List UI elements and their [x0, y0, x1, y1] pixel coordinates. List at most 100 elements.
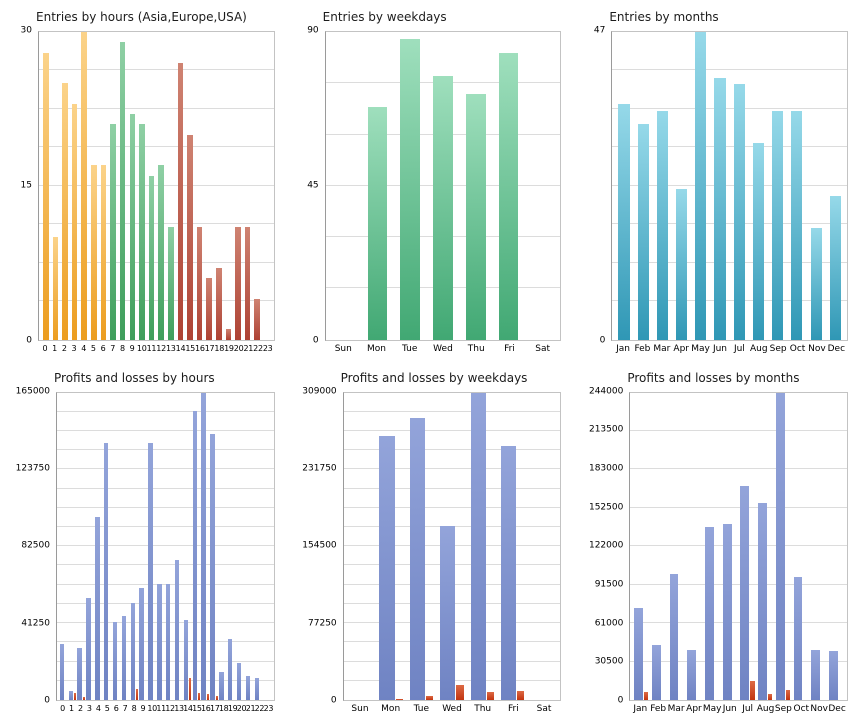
bar-slot [685, 393, 703, 700]
profit-bar [201, 392, 206, 700]
bar-slot [634, 32, 653, 340]
bar-slot [650, 393, 668, 700]
x-axis-label: 11 [156, 704, 166, 713]
bar-slot [214, 32, 224, 340]
x-axis-row: 0 1 2 3 4 5 6 7 8 9 10 11 12 13 14 15 16 17 18 19 20 21 22 23 [4, 701, 275, 717]
profit-bar [758, 503, 768, 700]
profit-bar [95, 517, 100, 700]
bar [466, 93, 486, 340]
x-axis: Jan Feb Mar Apr May Jun Jul Aug Sep Oct Nov Dec [629, 701, 848, 717]
bar-slot [252, 32, 262, 340]
bar-slot [614, 32, 633, 340]
bar-slot [108, 32, 118, 340]
x-axis-label: 17 [209, 704, 220, 713]
x-axis-label: Jun [722, 704, 737, 714]
bar-slot [148, 393, 157, 700]
bar-slot [130, 393, 139, 700]
gridline [343, 506, 561, 508]
y-axis-label: 0 [617, 695, 624, 706]
bar [433, 76, 453, 340]
x-axis: 0 1 2 3 4 5 6 7 8 9 10 11 12 13 14 15 16 17 18 19 20 21 22 23 [38, 341, 275, 357]
chart-body: 0 45 90 [291, 26, 562, 345]
y-axis-label: 30 [20, 25, 32, 36]
gridline [39, 146, 274, 148]
gridline [630, 660, 847, 662]
x-axis: 0 1 2 3 4 5 6 7 8 9 10 11 12 13 14 15 16 17 18 19 20 21 22 23 [56, 701, 275, 717]
y-axis-label: 0 [26, 335, 32, 345]
loss-bar [215, 696, 218, 700]
profit-bar [245, 675, 251, 700]
y-axis-label: 91500 [594, 579, 624, 590]
x-axis-label: Sun [351, 704, 369, 714]
bar-slot [826, 32, 845, 340]
bar [235, 226, 241, 340]
y-axis-label: 45 [307, 180, 319, 191]
bar-slot [41, 32, 51, 340]
bar-slot [437, 393, 467, 700]
x-axis-label: Tue [413, 704, 430, 714]
plot-area [629, 391, 848, 701]
bar-slot [756, 393, 774, 700]
gridline [57, 526, 274, 528]
y-axis: 0 47 [577, 26, 611, 345]
bar-slot [156, 32, 166, 340]
y-axis-label: 0 [44, 695, 50, 706]
profit-bar [183, 619, 189, 700]
bar [676, 189, 688, 340]
profit-bar [470, 392, 486, 700]
loss-bar [750, 681, 755, 700]
bar-slot [112, 393, 121, 700]
x-axis-row: 0 1 2 3 4 5 6 7 8 9 10 11 12 13 14 15 16 17 18 19 20 21 22 23 [4, 341, 275, 357]
chart-title: Profits and losses by hours [54, 370, 215, 385]
y-axis-label: 90 [307, 25, 319, 36]
x-axis-label: Thu [474, 704, 492, 714]
bar-slot [70, 32, 80, 340]
bar-slot [68, 393, 77, 700]
gridline [57, 410, 274, 412]
x-axis-label: Nov [808, 343, 826, 354]
bar [254, 298, 260, 340]
x-axis-label: Mar [653, 343, 671, 354]
x-axis-label: 18 [214, 343, 225, 353]
bar-slot [262, 32, 272, 340]
gridline [612, 184, 847, 186]
x-axis-label: 23 [262, 343, 273, 353]
x-axis-label: 23 [263, 704, 274, 713]
bar [400, 38, 420, 340]
profit-bar [86, 597, 91, 700]
plot-area [38, 31, 275, 341]
x-axis-label: Apr [686, 704, 702, 714]
gridline [57, 660, 274, 662]
x-axis-label: 20 [233, 343, 244, 353]
x-axis-label: 16 [195, 343, 205, 353]
bar-slot [94, 393, 103, 700]
loss-bar [135, 688, 139, 700]
x-axis: Sun Mon Tue Wed Thu Fri Sat [325, 341, 562, 357]
profit-bar [103, 442, 109, 700]
bar-slot [165, 393, 174, 700]
x-axis-label: 17 [204, 343, 215, 353]
x-axis-label: Mon [367, 343, 386, 354]
x-axis-label: 12 [156, 343, 166, 353]
bar-slot [59, 393, 68, 700]
bar [81, 32, 88, 340]
x-axis-label: 6 [113, 704, 119, 713]
loss-bar [456, 685, 464, 700]
gridline [343, 468, 561, 470]
bar [62, 83, 68, 340]
bar-slot [427, 32, 460, 340]
profit-bar [148, 442, 153, 700]
x-axis-label: Nov [810, 704, 828, 714]
x-axis-row: Sun Mon Tue Wed Thu Fri Sat [291, 701, 562, 717]
profit-bar [669, 573, 679, 700]
chart-body: 0 77250 154500 231750 309000 [291, 387, 562, 705]
x-axis: Sun Mon Tue Wed Thu Fri Sat [343, 701, 562, 717]
x-axis-label: Fri [504, 343, 515, 354]
profit-bar [77, 647, 82, 700]
gridline [343, 429, 561, 431]
bar-slot [810, 393, 828, 700]
bar-slot [346, 393, 376, 701]
bar-slot [376, 393, 406, 700]
bar-slot [176, 32, 186, 340]
bar-slot [118, 32, 128, 340]
